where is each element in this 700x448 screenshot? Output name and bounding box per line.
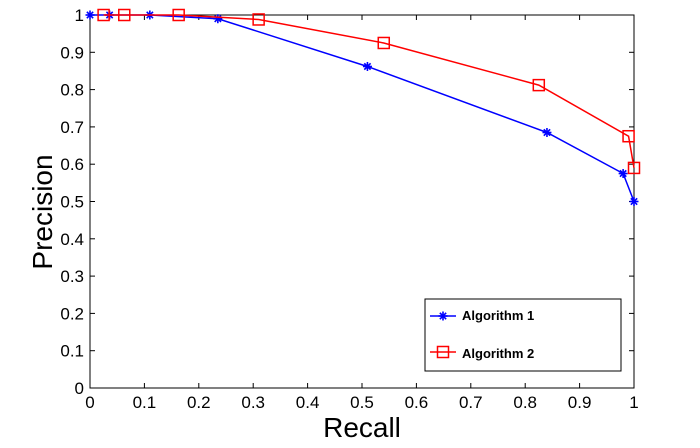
y-tick-label: 0.7 — [60, 118, 84, 137]
x-tick-label: 0.7 — [459, 393, 483, 412]
legend-label-algorithm-1: Algorithm 1 — [462, 308, 534, 323]
y-axis-title: Precision — [27, 154, 58, 269]
legend-marker-algorithm-1 — [438, 311, 448, 321]
series-layer — [85, 8, 641, 206]
data-point-series-1 — [542, 127, 552, 137]
y-tick-label: 0.9 — [60, 43, 84, 62]
y-tick-label: 0.3 — [60, 267, 84, 286]
data-point-series-1-stroke — [619, 169, 627, 178]
x-tick-label: 0.6 — [405, 393, 429, 412]
x-tick-label: 0.3 — [241, 393, 265, 412]
legend-label-algorithm-2: Algorithm 2 — [462, 346, 534, 361]
data-point-series-2 — [532, 78, 546, 92]
x-tick-label: 0.4 — [296, 393, 320, 412]
data-point-series-1 — [362, 61, 372, 71]
legend-box — [424, 298, 622, 372]
data-point-series-2 — [252, 13, 265, 26]
data-point-series-2 — [627, 161, 641, 175]
x-tick-label: 0.1 — [133, 393, 157, 412]
data-point-series-2 — [118, 8, 131, 22]
data-point-series-1 — [85, 10, 95, 20]
y-tick-label: 1 — [75, 6, 84, 25]
data-point-series-1 — [213, 14, 223, 24]
x-tick-label: 0.9 — [568, 393, 592, 412]
data-point-series-1 — [618, 169, 628, 179]
data-point-series-2 — [377, 36, 391, 50]
y-tick-label: 0.6 — [60, 155, 84, 174]
y-tick-label: 0.2 — [60, 304, 84, 323]
x-tick-label: 0.5 — [350, 393, 374, 412]
legend-marker-square — [436, 345, 450, 359]
series-2 — [97, 8, 641, 175]
y-tick-label: 0.8 — [60, 81, 84, 100]
legend-marker-algorithm-2 — [436, 345, 450, 359]
data-point-series-1-stroke — [363, 62, 372, 71]
data-point-series-1 — [629, 197, 639, 206]
series-line-2 — [103, 14, 635, 169]
data-point-series-2 — [97, 8, 110, 22]
y-tick-label: 0.4 — [60, 230, 84, 249]
data-point-series-1-stroke — [543, 128, 551, 137]
y-tick-label: 0.1 — [60, 342, 84, 361]
legend: Algorithm 1 Algorithm 2 — [424, 298, 622, 372]
ticks-layer: 0 0.1 0.2 0.3 0.4 0.5 0.6 0.7 0.8 0.9 1 0 0.1 0.2 0.3 0… — [60, 6, 638, 412]
x-axis-title: Recall — [323, 412, 401, 443]
data-point-series-1-stroke — [630, 197, 638, 206]
y-tick-label: 0 — [75, 379, 84, 398]
data-point-series-2 — [172, 8, 185, 22]
data-point-series-1-stroke — [86, 11, 94, 19]
y-tick-label: 0.5 — [60, 193, 84, 212]
x-tick-label: 0 — [85, 393, 94, 412]
x-tick-label: 0.2 — [187, 393, 211, 412]
legend-marker-asterisk — [438, 311, 448, 321]
data-point-series-2 — [622, 129, 635, 143]
x-tick-label: 1 — [629, 393, 638, 412]
x-tick-label: 0.8 — [513, 393, 537, 412]
legend-marker-asterisk-stroke — [439, 312, 447, 320]
